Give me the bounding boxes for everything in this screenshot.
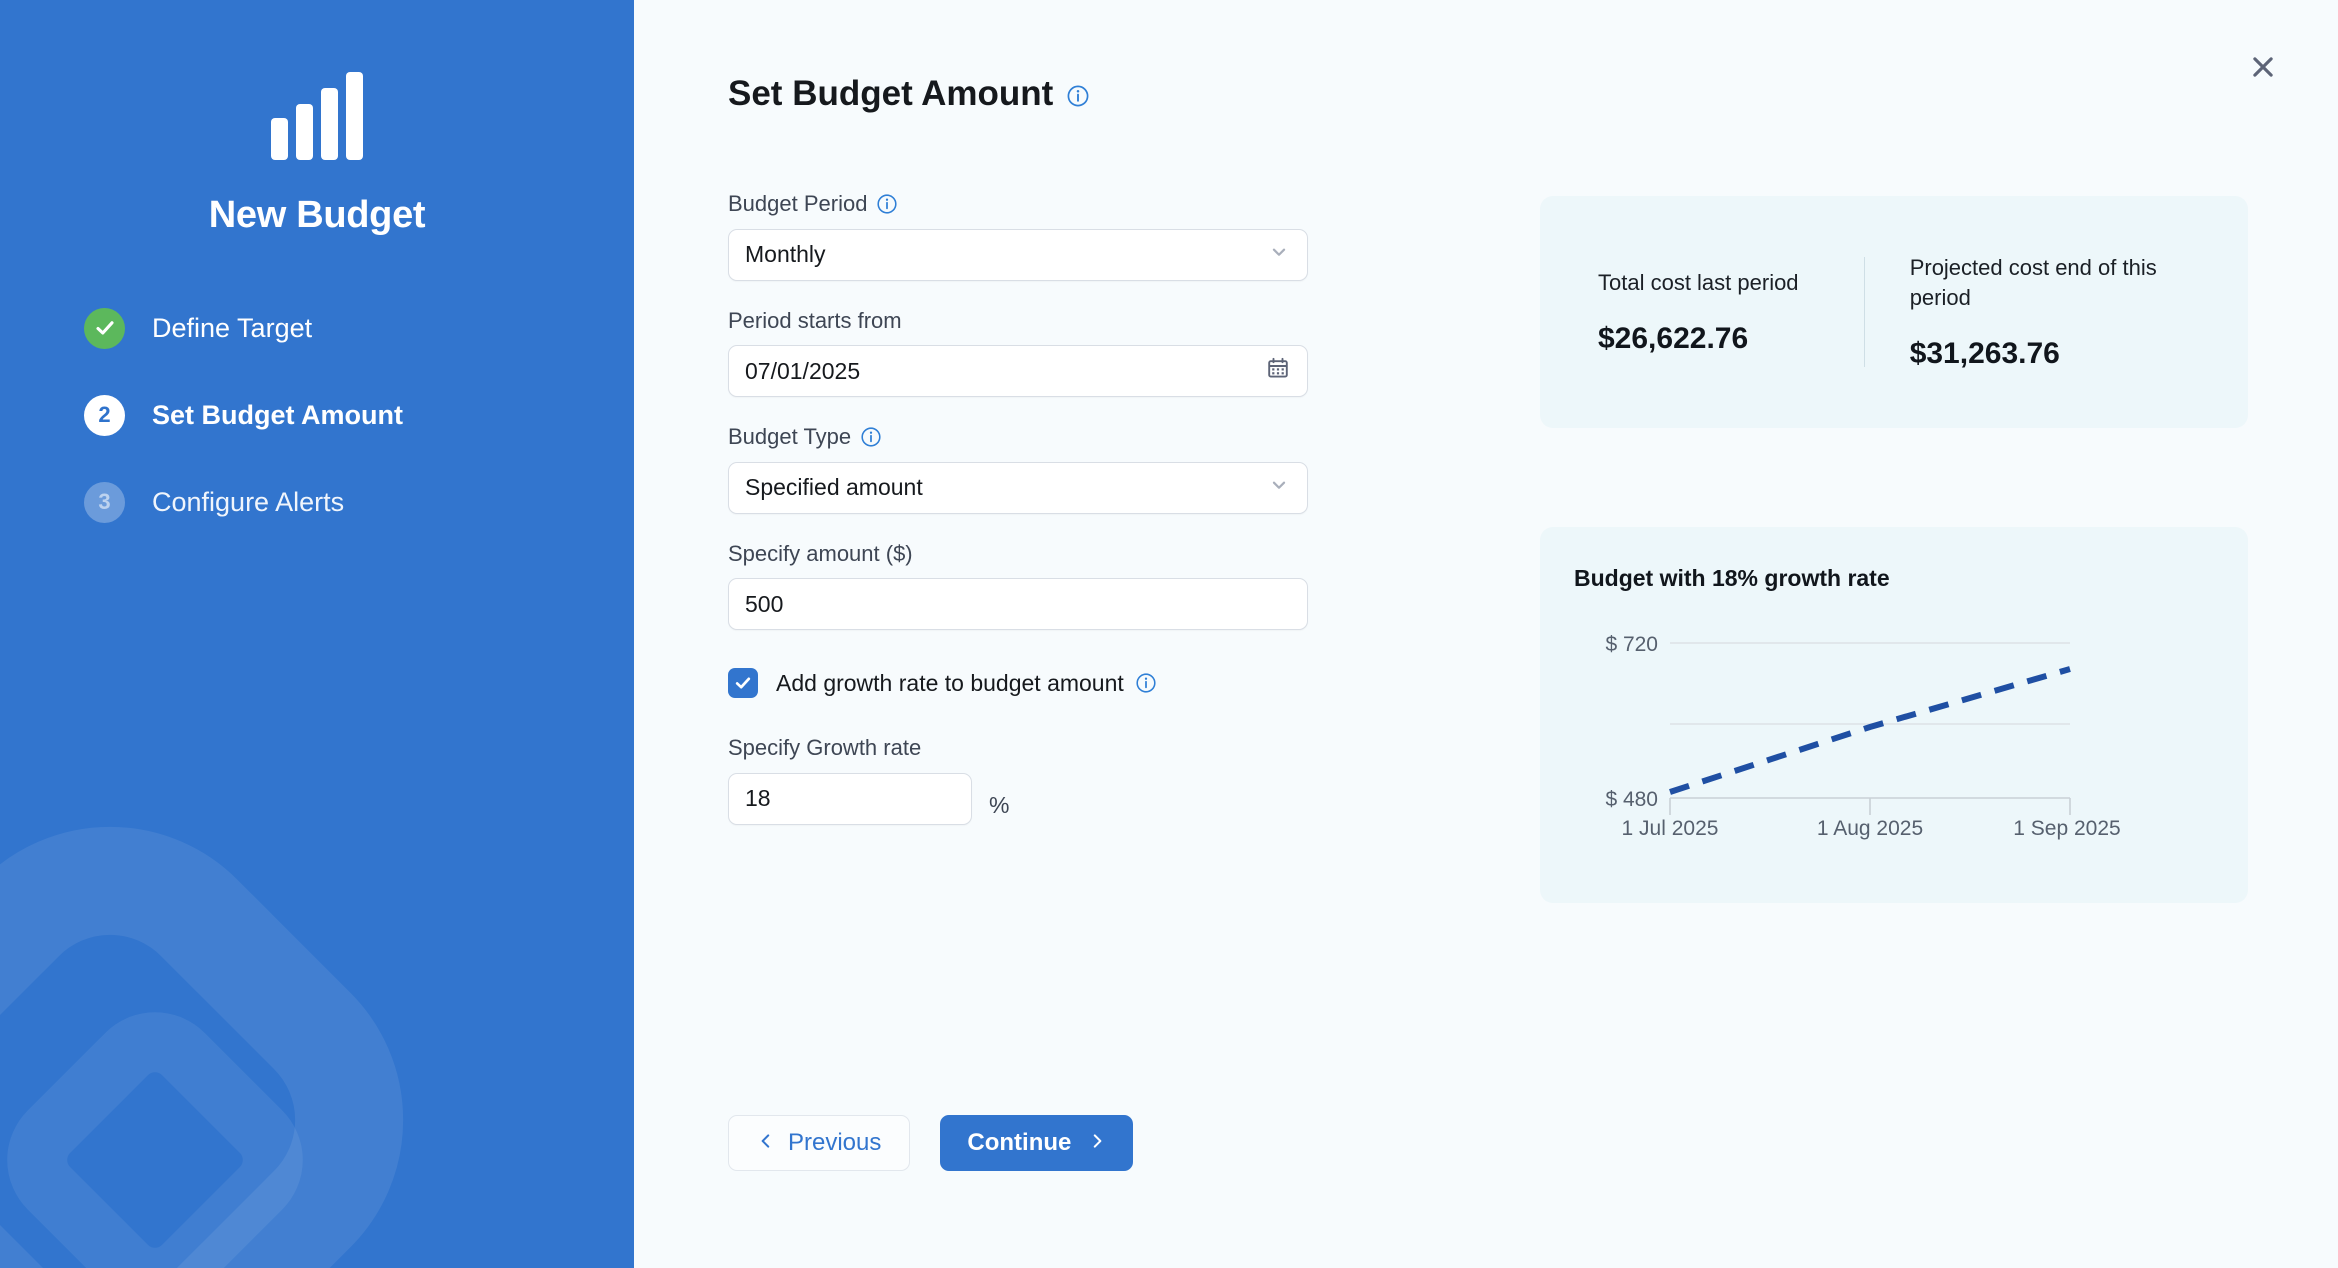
budget-type-select[interactable]: Specified amount — [728, 461, 1308, 514]
chevron-right-icon — [1088, 1129, 1106, 1157]
field-label: Specify amount ($) — [728, 540, 1308, 569]
growth-rate-checkbox-label: Add growth rate to budget amount — [776, 669, 1124, 696]
cost-summary-card: Total cost last period $26,622.76 Projec… — [1540, 196, 2248, 428]
xtick-label-1: 1 Jul 2025 — [1622, 817, 1719, 840]
period-starts-date-input[interactable]: 07/01/2025 — [728, 345, 1308, 398]
growth-rate-checkbox-label-wrap: Add growth rate to budget amount — [776, 670, 1157, 697]
page-title-text: Set Budget Amount — [728, 74, 1054, 113]
specify-amount-value: 500 — [745, 590, 784, 617]
total-cost-last-period: Total cost last period $26,622.76 — [1598, 268, 1856, 357]
bar-chart-icon — [0, 72, 634, 160]
total-cost-value: $26,622.76 — [1598, 322, 1749, 356]
sidebar-step-label: Define Target — [152, 312, 313, 343]
page-title: Set Budget Amount — [728, 74, 1090, 114]
field-label: Budget Period — [728, 190, 1308, 219]
budget-form: Budget Period Monthly — [728, 190, 1308, 825]
wizard-steps: Define Target 2 Set Budget Amount 3 Conf… — [0, 299, 634, 531]
field-budget-type: Budget Type Specified amount — [728, 423, 1308, 514]
field-specify-amount: Specify amount ($) 500 — [728, 540, 1308, 631]
chart-title: Budget with 18% growth rate — [1574, 565, 1890, 591]
growth-rate-input[interactable]: 18 — [728, 772, 972, 825]
check-icon — [84, 307, 125, 349]
step-number-badge: 3 — [84, 481, 125, 523]
sidebar-step-set-budget-amount[interactable]: 2 Set Budget Amount — [84, 386, 634, 444]
period-starts-label: Period starts from — [728, 307, 902, 333]
growth-rate-value: 18 — [745, 785, 771, 812]
continue-button-label: Continue — [967, 1129, 1072, 1156]
summary-divider — [1863, 257, 1865, 367]
budget-type-label: Budget Type — [728, 424, 852, 450]
budget-growth-chart: $ 720 $ 480 1 Jul 2025 1 Aug 2025 1 Sep … — [1605, 633, 2120, 840]
field-label: Specify Growth rate — [728, 734, 1308, 763]
budget-period-label: Budget Period — [728, 191, 868, 216]
specify-amount-input[interactable]: 500 — [728, 578, 1308, 631]
step-number-badge: 2 — [84, 394, 125, 436]
growth-rate-checkbox[interactable] — [728, 668, 758, 699]
continue-button[interactable]: Continue — [940, 1115, 1134, 1171]
sidebar-title: New Budget — [208, 194, 426, 236]
close-icon[interactable] — [2240, 44, 2286, 90]
field-growth-rate: Specify Growth rate 18 % — [728, 734, 1308, 825]
sidebar-step-label: Configure Alerts — [152, 486, 345, 517]
specify-amount-label: Specify amount ($) — [728, 540, 913, 566]
growth-rate-label: Specify Growth rate — [728, 735, 922, 761]
field-label: Budget Type — [728, 423, 1308, 452]
period-starts-value: 07/01/2025 — [745, 357, 861, 384]
wizard-button-row: Previous Continue — [728, 1115, 1134, 1171]
chevron-left-icon — [757, 1129, 775, 1157]
calendar-icon[interactable] — [1266, 356, 1290, 386]
budget-growth-line — [1669, 666, 2071, 795]
xtick-label-3: 1 Sep 2025 — [2013, 817, 2120, 840]
info-icon[interactable] — [1066, 84, 1090, 108]
projected-cost-this-period: Projected cost end of this period $31,26… — [1865, 253, 2190, 371]
field-label: Period starts from — [728, 307, 1308, 336]
xtick-label-2: 1 Aug 2025 — [1817, 817, 1923, 840]
decorative-shape-large — [0, 752, 478, 1268]
budget-period-value: Monthly — [745, 241, 826, 268]
wizard-sidebar: New Budget Define Target 2 Set Budget Am… — [0, 0, 634, 1268]
sidebar-step-configure-alerts[interactable]: 3 Configure Alerts — [84, 473, 634, 531]
total-cost-label: Total cost last period — [1598, 269, 1799, 295]
chevron-down-icon — [1268, 241, 1290, 269]
projected-cost-label: Projected cost end of this period — [1909, 254, 2157, 310]
budget-type-value: Specified amount — [745, 474, 923, 501]
info-icon[interactable] — [1135, 672, 1157, 694]
budget-period-select[interactable]: Monthly — [728, 228, 1308, 281]
field-budget-period: Budget Period Monthly — [728, 190, 1308, 281]
growth-rate-checkbox-row[interactable]: Add growth rate to budget amount — [728, 668, 1308, 699]
projected-cost-value: $31,263.76 — [1909, 337, 2060, 371]
growth-rate-row: 18 % — [728, 772, 1308, 825]
sidebar-step-label: Set Budget Amount — [152, 399, 403, 430]
wizard-main-panel: Set Budget Amount Budget Period — [634, 0, 2338, 1268]
decorative-shape-small — [0, 983, 332, 1268]
check-icon — [735, 677, 751, 689]
ytick-label-top: $ 720 — [1605, 633, 1658, 656]
sidebar-step-define-target[interactable]: Define Target — [84, 299, 634, 357]
percent-suffix: % — [989, 791, 1010, 818]
info-icon[interactable] — [860, 426, 882, 448]
budget-growth-chart-card: Budget with 18% growth rate $ 720 $ 480 … — [1540, 527, 2248, 903]
previous-button-label: Previous — [788, 1129, 882, 1156]
previous-button[interactable]: Previous — [728, 1115, 911, 1171]
info-icon[interactable] — [876, 193, 898, 215]
ytick-label-bottom: $ 480 — [1605, 788, 1658, 811]
chevron-down-icon — [1268, 474, 1290, 502]
field-period-starts-from: Period starts from 07/01/2025 — [728, 307, 1308, 398]
